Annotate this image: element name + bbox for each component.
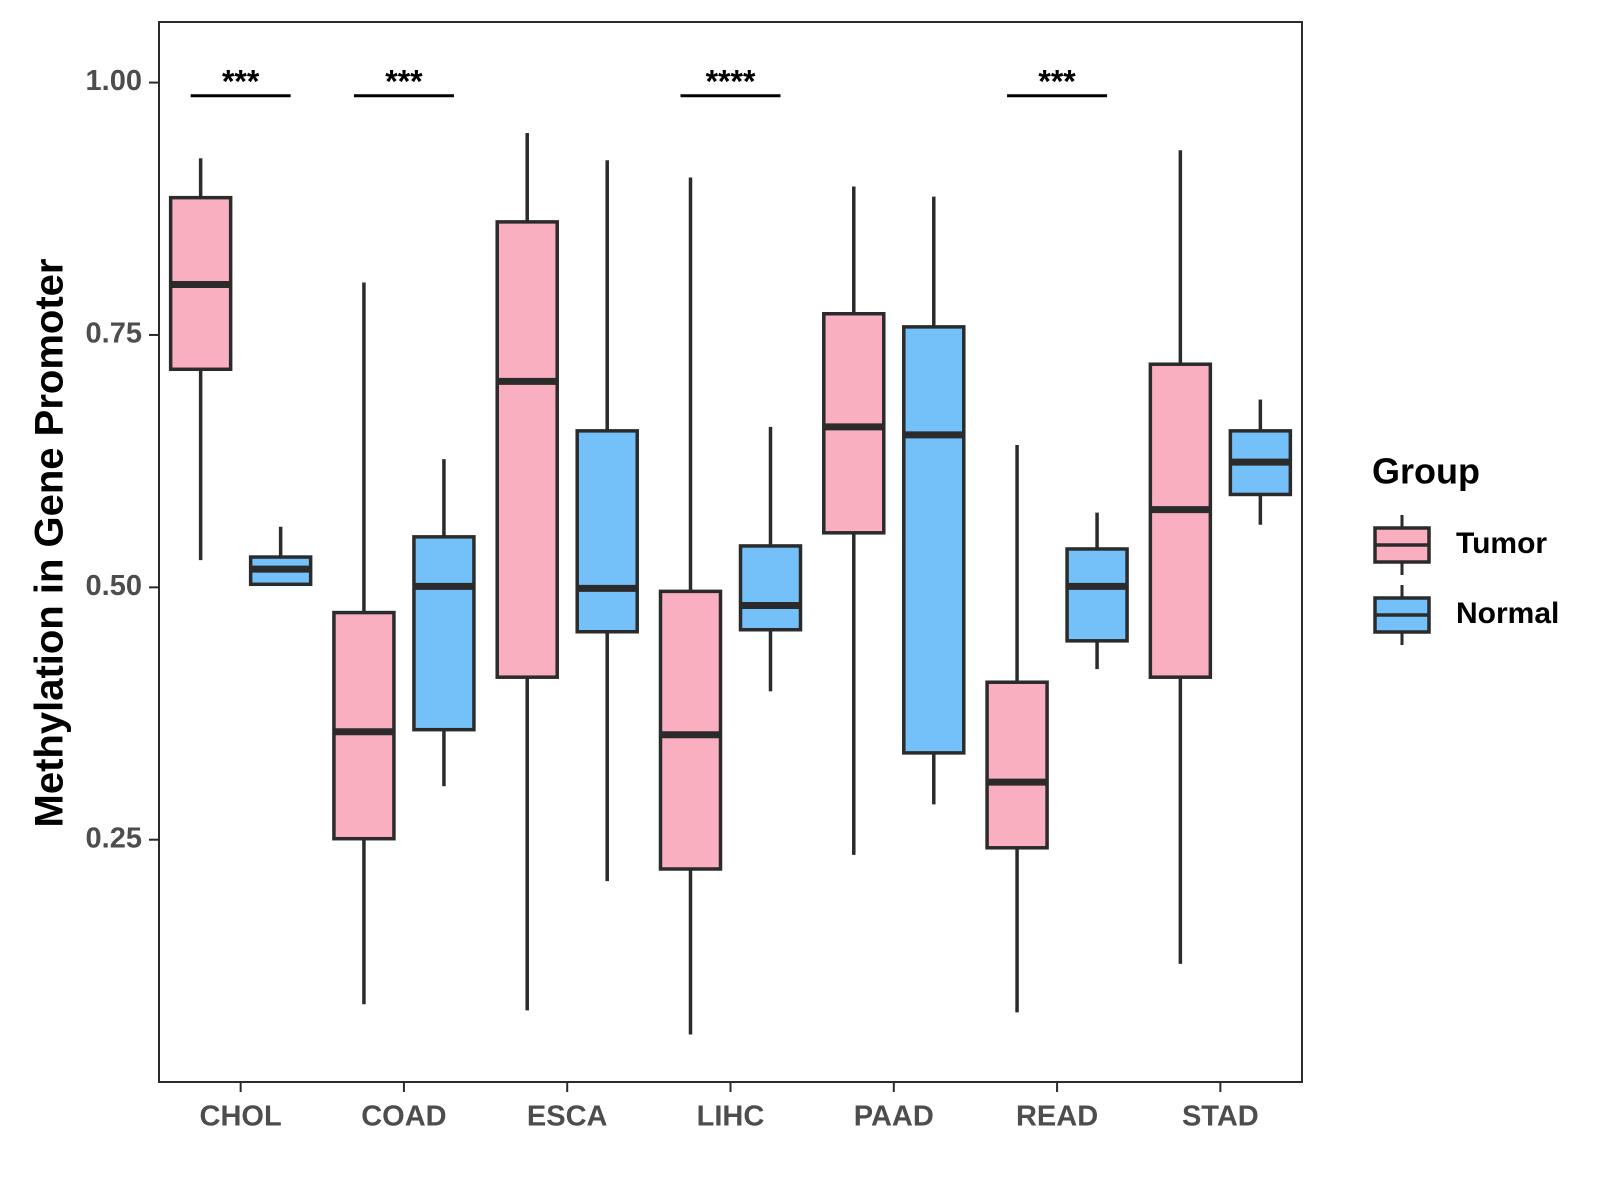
box-tumor xyxy=(658,589,723,871)
box-normal xyxy=(738,544,803,632)
box-tumor xyxy=(822,312,886,535)
x-tick-label: COAD xyxy=(361,1101,446,1133)
y-tick-label: 0.25 xyxy=(86,822,142,854)
x-tick-label: READ xyxy=(1016,1101,1098,1133)
x-tick-label: ESCA xyxy=(527,1101,608,1133)
significance-label: *** xyxy=(1038,64,1076,100)
significance-label: **** xyxy=(706,64,756,100)
x-tick-label: LIHC xyxy=(697,1101,765,1133)
box-normal xyxy=(575,429,639,634)
x-tick-label: STAD xyxy=(1182,1101,1259,1133)
y-tick-label: 1.00 xyxy=(86,65,142,97)
box-tumor xyxy=(495,220,559,679)
panel-border xyxy=(158,21,1303,1083)
legend: Group Tumor Normal xyxy=(1372,451,1559,645)
box-tumor xyxy=(1148,362,1213,679)
box-normal xyxy=(412,535,476,732)
significance-label: *** xyxy=(385,64,423,100)
box-normal xyxy=(902,325,966,755)
x-tick-label: PAAD xyxy=(854,1101,934,1133)
box-tumor xyxy=(985,680,1049,850)
y-tick-label: 0.50 xyxy=(86,570,142,602)
significance-label: *** xyxy=(222,64,260,100)
legend-label: Tumor xyxy=(1456,527,1547,560)
plot-area: 0.25 0.50 0.75 1.00 CHOL COAD ESCA LIHC PAAD READ… xyxy=(86,21,1303,1133)
y-axis-title: Methylation in Gene Promoter xyxy=(28,259,72,828)
legend-label: Normal xyxy=(1456,597,1559,630)
x-tick-label: CHOL xyxy=(200,1101,282,1133)
box-normal xyxy=(1065,547,1129,643)
box-tumor xyxy=(332,610,396,841)
legend-title: Group xyxy=(1372,451,1480,492)
y-tick-label: 0.75 xyxy=(86,318,142,350)
